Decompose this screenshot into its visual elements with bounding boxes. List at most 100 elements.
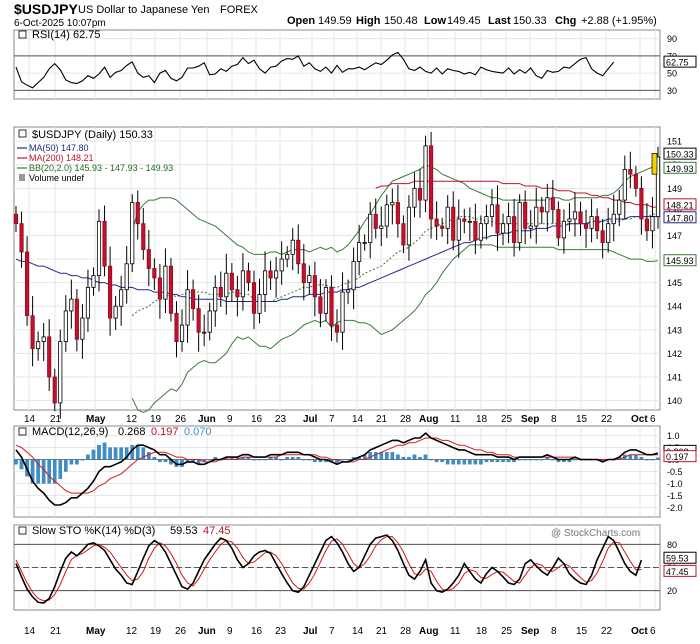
macd-hist-bar	[135, 445, 140, 460]
price-legend-title: $USDJPY (Daily) 150.33	[32, 129, 153, 141]
candle	[556, 209, 561, 239]
candle	[655, 156, 661, 218]
candle	[152, 268, 157, 279]
x-tick-label-sto: 14	[24, 626, 36, 637]
sto-legend-label: Slow STO %K(14) %D(3)	[32, 525, 155, 537]
macd-hist-bar	[102, 442, 107, 460]
macd-hist-bar	[97, 445, 101, 460]
macd-hist-bar	[113, 447, 118, 460]
candle	[141, 223, 146, 251]
macd-hist-bar	[30, 459, 35, 484]
candle	[429, 145, 434, 220]
macd-hist-bar	[396, 454, 400, 460]
macd-hist-bar	[296, 456, 301, 460]
candle	[196, 308, 201, 333]
macd-hist-bar	[423, 454, 428, 460]
macd-hist-bar	[64, 459, 68, 472]
x-tick-label-sto: 14	[352, 626, 364, 637]
candle	[346, 289, 351, 293]
macd-hist-bar	[490, 459, 494, 463]
x-tick-label-price: May	[86, 414, 106, 425]
macd-hist-bar	[506, 459, 511, 463]
x-tick-label-price: 7	[329, 414, 335, 425]
macd-hist-bar	[147, 452, 151, 460]
candle	[301, 263, 306, 284]
x-tick-label-price: 21	[50, 414, 62, 425]
candle	[628, 169, 633, 175]
macd-hist-bar	[645, 459, 649, 461]
candle	[445, 206, 450, 229]
candle	[240, 270, 245, 298]
candle	[528, 225, 533, 229]
candle	[578, 211, 583, 225]
rsi-tick-label: 30	[667, 86, 677, 96]
macd-legend-marker	[18, 427, 27, 436]
candle	[52, 376, 57, 404]
price-ma50-tag-box	[663, 211, 697, 224]
rsi-legend: RSI(14) 62.75	[32, 29, 100, 41]
macd-hist-bar	[412, 454, 417, 460]
sto-k-tag-box	[663, 551, 697, 564]
x-tick-label-sto: 23	[275, 626, 287, 637]
candle	[47, 336, 52, 378]
candle	[583, 223, 589, 229]
candle	[146, 249, 151, 269]
candle	[506, 216, 511, 225]
sto-legend-marker	[18, 526, 27, 535]
x-tick-label-price: 21	[376, 414, 388, 425]
x-tick-label-sto: 22	[601, 626, 613, 637]
candle	[179, 324, 185, 343]
macd-hist-bar	[307, 459, 312, 461]
candle	[567, 218, 572, 222]
x-tick-label-sto: Oct	[631, 626, 648, 637]
x-tick-label-price: 9	[227, 414, 233, 425]
macd-hist-bar	[390, 452, 395, 460]
macd-hist-bar	[301, 459, 306, 461]
candle	[58, 341, 63, 404]
symbol: $USDJPY	[14, 1, 78, 17]
price-tick-label: 143	[667, 325, 682, 335]
candle	[595, 216, 600, 232]
candle	[251, 282, 257, 314]
candle	[168, 265, 174, 314]
candle	[285, 253, 290, 260]
candle	[456, 218, 461, 241]
macd-hist-bar	[639, 456, 644, 460]
sto-k-tag: 59.53	[666, 554, 689, 564]
price-tick-label: 149	[667, 184, 682, 194]
candle	[406, 206, 412, 246]
macd-hist-bar	[69, 459, 74, 465]
x-tick-label-price: Oct	[631, 414, 648, 425]
price-bbu-tag-box	[663, 161, 697, 174]
candle	[119, 289, 124, 307]
candle	[102, 220, 107, 267]
x-tick-label-price: 22	[601, 414, 613, 425]
price-tick-label: 140	[667, 396, 682, 406]
candle	[451, 206, 456, 241]
candle	[246, 270, 251, 284]
macd-hist-bar	[484, 459, 489, 463]
candle	[417, 187, 423, 201]
high-label: High	[356, 15, 381, 27]
candle	[644, 218, 649, 232]
candle	[312, 275, 317, 298]
candle	[124, 263, 129, 291]
macd-hist-bar	[313, 459, 317, 463]
exchange: FOREX	[220, 4, 259, 16]
candle	[379, 225, 384, 229]
candle	[296, 239, 301, 265]
candle	[307, 275, 312, 284]
macd-hist-bar	[47, 459, 52, 484]
candle	[373, 213, 378, 229]
candle	[484, 216, 489, 225]
macd-hist-bar	[401, 456, 406, 460]
macd-hist-bar	[163, 459, 168, 463]
macd-hist-bar	[252, 459, 256, 461]
macd-line	[15, 432, 659, 506]
candle	[207, 310, 212, 333]
macd-hist-bar	[124, 447, 129, 460]
x-tick-label-price: 11	[450, 414, 461, 425]
candle	[395, 202, 400, 225]
price-tick-label: 142	[667, 349, 682, 359]
